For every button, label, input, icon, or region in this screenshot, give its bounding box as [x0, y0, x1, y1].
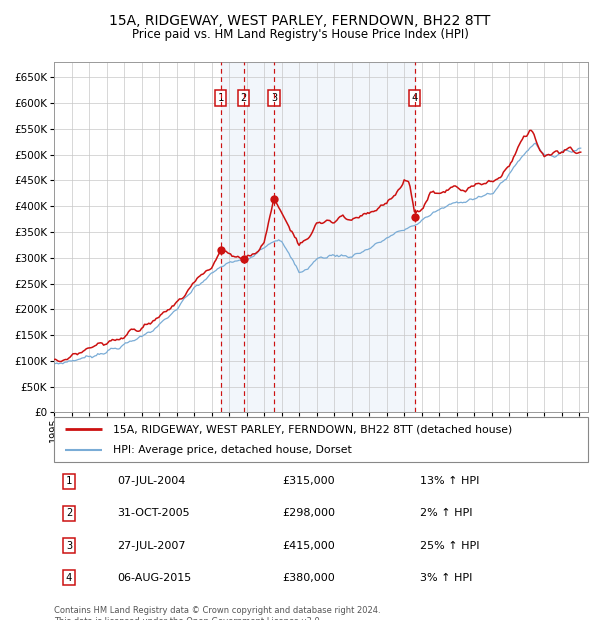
Text: 15A, RIDGEWAY, WEST PARLEY, FERNDOWN, BH22 8TT: 15A, RIDGEWAY, WEST PARLEY, FERNDOWN, BH…	[109, 14, 491, 28]
Text: 1: 1	[218, 93, 224, 103]
Text: 31-OCT-2005: 31-OCT-2005	[117, 508, 190, 518]
Text: 2% ↑ HPI: 2% ↑ HPI	[420, 508, 473, 518]
Text: 07-JUL-2004: 07-JUL-2004	[117, 476, 185, 486]
Text: 13% ↑ HPI: 13% ↑ HPI	[420, 476, 479, 486]
Text: 27-JUL-2007: 27-JUL-2007	[117, 541, 185, 551]
Text: £415,000: £415,000	[282, 541, 335, 551]
Text: 3: 3	[271, 93, 277, 103]
Text: Contains HM Land Registry data © Crown copyright and database right 2024.
This d: Contains HM Land Registry data © Crown c…	[54, 606, 380, 620]
Text: 15A, RIDGEWAY, WEST PARLEY, FERNDOWN, BH22 8TT (detached house): 15A, RIDGEWAY, WEST PARLEY, FERNDOWN, BH…	[113, 424, 512, 435]
Text: 4: 4	[412, 93, 418, 103]
Text: HPI: Average price, detached house, Dorset: HPI: Average price, detached house, Dors…	[113, 445, 352, 455]
Text: 2: 2	[66, 508, 72, 518]
Bar	[221, 62, 415, 412]
Text: 3: 3	[66, 541, 72, 551]
Text: 06-AUG-2015: 06-AUG-2015	[117, 573, 191, 583]
Text: 25% ↑ HPI: 25% ↑ HPI	[420, 541, 479, 551]
Text: 3% ↑ HPI: 3% ↑ HPI	[420, 573, 472, 583]
Text: 1: 1	[66, 476, 72, 486]
Text: £298,000: £298,000	[282, 508, 335, 518]
Text: £380,000: £380,000	[282, 573, 335, 583]
Text: £315,000: £315,000	[282, 476, 335, 486]
Text: 4: 4	[66, 573, 72, 583]
Text: 2: 2	[241, 93, 247, 103]
Text: Price paid vs. HM Land Registry's House Price Index (HPI): Price paid vs. HM Land Registry's House …	[131, 28, 469, 41]
